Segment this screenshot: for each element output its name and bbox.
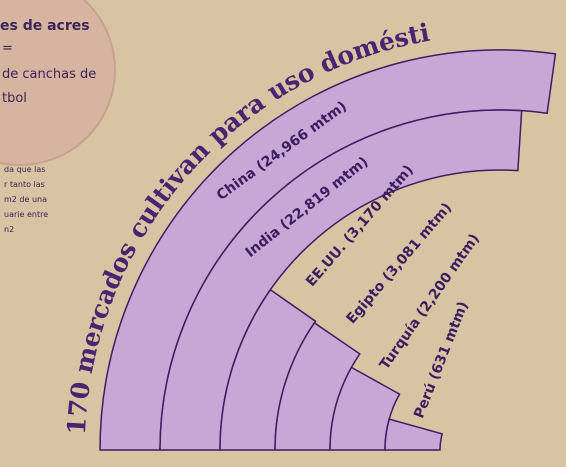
note-small: r tanto las [4,180,45,189]
note-equals: = [2,41,13,56]
note-line: de canchas de [2,67,96,82]
note-small: da que las [4,165,45,174]
note-small: m2 de una [4,195,47,204]
note-small: uarie entre [4,210,48,219]
note-heading: es de acres [0,18,90,34]
note-line: tbol [2,91,27,106]
decor-circle [0,0,116,166]
note-small: n2 [4,225,14,234]
bar [384,418,444,451]
